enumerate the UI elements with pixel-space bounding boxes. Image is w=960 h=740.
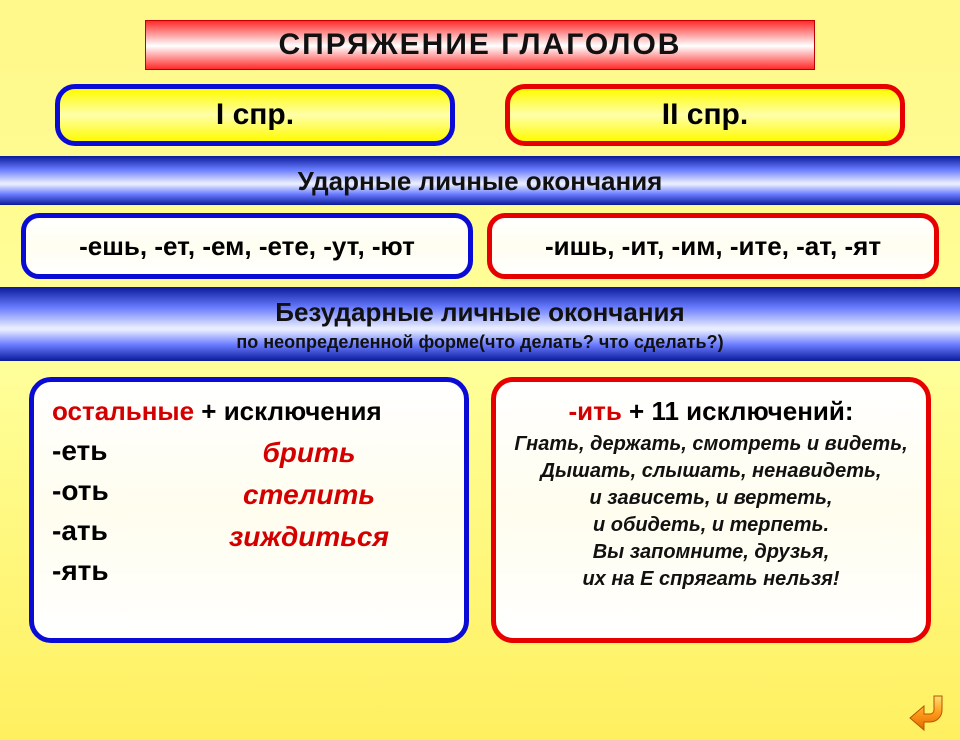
list-item: зиждиться bbox=[172, 521, 446, 553]
first-conj-suffix-list: -еть -оть -ать -ять bbox=[52, 435, 172, 587]
list-item: Вы запомните, друзья, bbox=[514, 541, 908, 564]
list-item: Гнать, держать, смотреть и видеть, bbox=[514, 433, 908, 456]
second-conj-rules-card: -ить + 11 исключений: Гнать, держать, см… bbox=[491, 377, 931, 643]
first-conj-exceptions-list: брить стелить зиждиться bbox=[172, 435, 446, 587]
second-conj-head-rest: + 11 исключений: bbox=[622, 396, 854, 426]
section-stressed-band: Ударные личные окончания bbox=[0, 156, 960, 205]
rules-row: остальные + исключения -еть -оть -ать -я… bbox=[0, 377, 960, 643]
first-conj-head-rest: + исключения bbox=[194, 396, 382, 426]
first-conj-head-red: остальные bbox=[52, 396, 194, 426]
list-item: -ять bbox=[52, 555, 172, 587]
second-conj-rules-heading: -ить + 11 исключений: bbox=[514, 396, 908, 427]
section-unstressed-band: Безударные личные окончания по неопредел… bbox=[0, 287, 960, 361]
list-item: -еть bbox=[52, 435, 172, 467]
second-conj-poem: Гнать, держать, смотреть и видеть, Дышат… bbox=[514, 433, 908, 591]
list-item: и зависеть, и вертеть, bbox=[514, 487, 908, 510]
list-item: стелить bbox=[172, 479, 446, 511]
section-unstressed-sub: по неопределенной форме(что делать? что … bbox=[0, 332, 960, 353]
conjugation-2-label: II спр. bbox=[505, 84, 905, 146]
back-button[interactable] bbox=[908, 692, 954, 734]
first-conj-endings: -ешь, -ет, -ем, -ете, -ут, -ют bbox=[21, 213, 473, 279]
list-item: -ать bbox=[52, 515, 172, 547]
section-stressed-heading: Ударные личные окончания bbox=[0, 166, 960, 197]
list-item: -оть bbox=[52, 475, 172, 507]
list-item: брить bbox=[172, 437, 446, 469]
stressed-endings-row: -ешь, -ет, -ем, -ете, -ут, -ют -ишь, -ит… bbox=[0, 213, 960, 279]
list-item: их на Е спрягать нельзя! bbox=[514, 568, 908, 591]
second-conj-head-red: -ить bbox=[568, 396, 621, 426]
list-item: и обидеть, и терпеть. bbox=[514, 514, 908, 537]
section-unstressed-heading: Безударные личные окончания bbox=[0, 297, 960, 328]
page-title: СПРЯЖЕНИЕ ГЛАГОЛОВ bbox=[279, 28, 682, 62]
first-conj-rules-heading: остальные + исключения bbox=[52, 396, 446, 427]
title-banner: СПРЯЖЕНИЕ ГЛАГОЛОВ bbox=[145, 20, 815, 70]
conjugation-header-row: I спр. II спр. bbox=[0, 84, 960, 146]
u-turn-arrow-icon bbox=[908, 692, 954, 734]
list-item: Дышать, слышать, ненавидеть, bbox=[514, 460, 908, 483]
first-conj-rules-card: остальные + исключения -еть -оть -ать -я… bbox=[29, 377, 469, 643]
second-conj-endings: -ишь, -ит, -им, -ите, -ат, -ят bbox=[487, 213, 939, 279]
conjugation-1-label: I спр. bbox=[55, 84, 455, 146]
